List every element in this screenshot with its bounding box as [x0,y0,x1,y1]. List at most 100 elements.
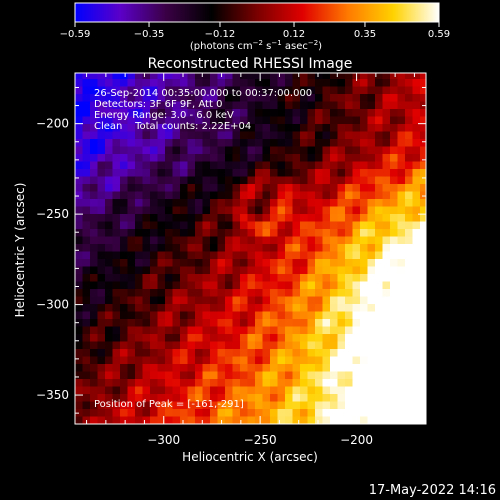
heatmap-cell [247,355,256,364]
heatmap-cell [150,340,159,349]
heatmap-cell [127,168,136,177]
heatmap-cell [382,220,391,229]
heatmap-cell [345,175,354,184]
heatmap-cell [382,355,391,364]
heatmap-cell [120,93,129,102]
heatmap-cell [82,145,91,154]
heatmap-cell [210,295,219,304]
heatmap-cell [270,190,279,199]
heatmap-cell [180,280,189,289]
heatmap-cell [315,73,324,79]
heatmap-cell [270,205,279,214]
heatmap-cell [97,295,106,304]
heatmap-cell [240,363,249,372]
heatmap-cell [247,160,256,169]
heatmap-cell [300,415,309,424]
heatmap-cell [165,123,174,132]
heatmap-cell [247,243,256,252]
heatmap-cell [240,408,249,417]
heatmap-cell [82,183,91,192]
y-tick-label: −300 [36,298,69,312]
heatmap-cell [412,235,421,244]
heatmap-cell [367,138,376,147]
heatmap-cell [240,250,249,259]
heatmap-cell [135,258,144,267]
heatmap-cell [187,378,196,387]
heatmap-cell [390,190,399,199]
heatmap-cell [195,340,204,349]
heatmap-cell [82,175,91,184]
heatmap-cell [337,130,346,139]
heatmap-cell [262,295,271,304]
heatmap-cell [375,73,384,79]
heatmap-cell [135,220,144,229]
heatmap-cell [120,183,129,192]
heatmap-cell [165,78,174,87]
heatmap-cell [210,213,219,222]
heatmap-cell [352,258,361,267]
heatmap-cell [105,303,114,312]
heatmap-cell [397,385,406,394]
heatmap-cell [202,385,211,394]
heatmap-cell [367,213,376,222]
heatmap-cell [285,115,294,124]
heatmap-cell [322,78,331,87]
heatmap-cell [292,183,301,192]
heatmap-cell [390,93,399,102]
heatmap-cell [292,85,301,94]
heatmap-cell [142,273,151,282]
heatmap-cell [120,348,129,357]
heatmap-cell [390,228,399,237]
heatmap-cell [262,265,271,274]
heatmap-cell [420,288,426,297]
heatmap-cell [165,408,174,417]
heatmap-cell [202,370,211,379]
heatmap-cell [112,78,121,87]
heatmap-cell [112,295,121,304]
heatmap-cell [390,333,399,342]
heatmap-cell [240,310,249,319]
heatmap-cell [322,355,331,364]
heatmap-cell [217,258,226,267]
heatmap-cell [187,73,196,79]
heatmap-cell [405,295,414,304]
heatmap-cell [187,265,196,274]
heatmap-cell [165,295,174,304]
heatmap-cell [360,205,369,214]
heatmap-cell [157,160,166,169]
heatmap-cell [285,228,294,237]
heatmap-cell [322,310,331,319]
heatmap-cell [187,93,196,102]
heatmap-cell [120,415,129,424]
heatmap-cell [172,400,181,409]
heatmap-cell [195,310,204,319]
heatmap-cell [292,108,301,117]
heatmap-cell [105,85,114,94]
heatmap-cell [412,280,421,289]
heatmap-cell [172,408,181,417]
heatmap-cell [315,108,324,117]
heatmap-cell [412,363,421,372]
heatmap-cell [367,325,376,334]
heatmap-cell [420,303,426,312]
heatmap-cell [225,400,234,409]
heatmap-cell [345,385,354,394]
heatmap-cell [345,400,354,409]
heatmap-cell [277,348,286,357]
heatmap-cell [352,310,361,319]
heatmap-cell [307,78,316,87]
heatmap-cell [217,138,226,147]
heatmap-cell [360,145,369,154]
heatmap-cell [420,325,426,334]
heatmap-cell [367,85,376,94]
heatmap-cell [90,408,99,417]
heatmap-cell [240,288,249,297]
heatmap-cell [360,213,369,222]
heatmap-cell [157,250,166,259]
heatmap-cell [180,303,189,312]
heatmap-cell [322,295,331,304]
heatmap-cell [210,385,219,394]
heatmap-cell [307,100,316,109]
heatmap-cell [277,198,286,207]
heatmap-cell [390,348,399,357]
